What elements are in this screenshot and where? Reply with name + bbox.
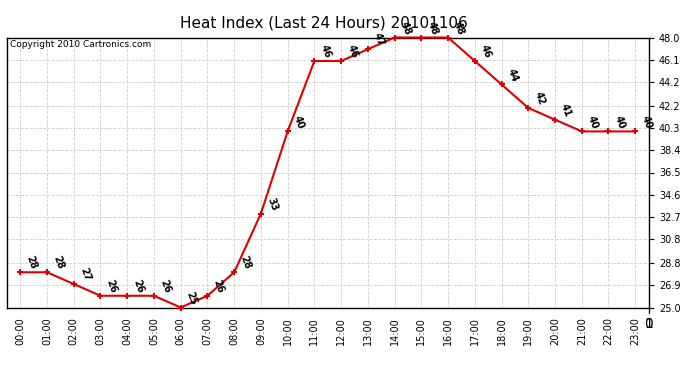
Text: 40: 40 <box>640 114 653 130</box>
Text: 26: 26 <box>158 278 172 294</box>
Text: 25: 25 <box>185 290 199 306</box>
Text: 44: 44 <box>506 67 520 83</box>
Text: Heat Index (Last 24 Hours) 20101106: Heat Index (Last 24 Hours) 20101106 <box>180 15 469 30</box>
Text: 47: 47 <box>372 32 386 48</box>
Text: 26: 26 <box>105 278 119 294</box>
Text: 48: 48 <box>399 20 413 36</box>
Text: 26: 26 <box>212 278 226 294</box>
Text: 42: 42 <box>533 90 546 106</box>
Text: 40: 40 <box>586 114 600 130</box>
Text: 41: 41 <box>559 102 573 118</box>
Text: 40: 40 <box>613 114 627 130</box>
Text: 48: 48 <box>452 20 466 36</box>
Text: 46: 46 <box>319 44 333 60</box>
Text: 26: 26 <box>131 278 146 294</box>
Text: Copyright 2010 Cartronics.com: Copyright 2010 Cartronics.com <box>10 40 151 49</box>
Text: 40: 40 <box>292 114 306 130</box>
Text: 28: 28 <box>24 255 39 271</box>
Text: 46: 46 <box>345 44 359 60</box>
Text: 28: 28 <box>51 255 66 271</box>
Text: 33: 33 <box>265 196 279 212</box>
Text: 28: 28 <box>238 255 253 271</box>
Text: 48: 48 <box>426 20 440 36</box>
Text: 46: 46 <box>479 44 493 60</box>
Text: 27: 27 <box>78 267 92 283</box>
